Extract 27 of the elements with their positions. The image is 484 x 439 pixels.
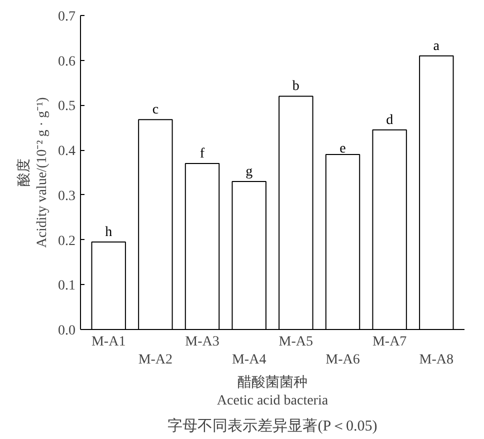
y-tick-label: 0.1 bbox=[58, 278, 76, 294]
x-tick-label: M-A7 bbox=[372, 334, 407, 350]
annotation: g bbox=[246, 164, 253, 180]
x-tick-label: M-A8 bbox=[419, 352, 454, 368]
y-tick-label: 0.0 bbox=[58, 324, 76, 338]
y-tick-label: 0.7 bbox=[58, 10, 76, 24]
annotation: e bbox=[340, 142, 346, 157]
x-axis-title: 醋酸菌菌种 Acetic acid bacteria bbox=[216, 374, 329, 408]
annotation: f bbox=[200, 146, 205, 162]
x-tick-label: M-A2 bbox=[138, 352, 173, 368]
annotation: h bbox=[105, 225, 112, 240]
annotation: a bbox=[433, 38, 440, 54]
x-tick-label: M-A3 bbox=[185, 334, 220, 350]
y-tick-label: 0.3 bbox=[58, 188, 76, 204]
annotation: b bbox=[292, 79, 300, 94]
annotation: d bbox=[386, 112, 394, 128]
y-tick-label: 0.4 bbox=[58, 144, 76, 160]
x-tick-label: M-A6 bbox=[326, 352, 360, 368]
y-axis-title: 酸度 Acidity value/(10⁻² g · g⁻¹) bbox=[16, 96, 50, 248]
y-tick-label: 0.5 bbox=[58, 99, 76, 114]
text: 字母不同表示差异显著(P＜0.05) bbox=[168, 418, 378, 434]
y-tick-label: 0.2 bbox=[58, 234, 76, 249]
x-tick-label: M-A5 bbox=[278, 334, 314, 350]
x-tick-label: M-A4 bbox=[232, 352, 266, 368]
y-tick-label: 0.6 bbox=[58, 54, 76, 70]
x-tick-label: M-A1 bbox=[91, 334, 126, 350]
annotation: c bbox=[152, 102, 159, 118]
